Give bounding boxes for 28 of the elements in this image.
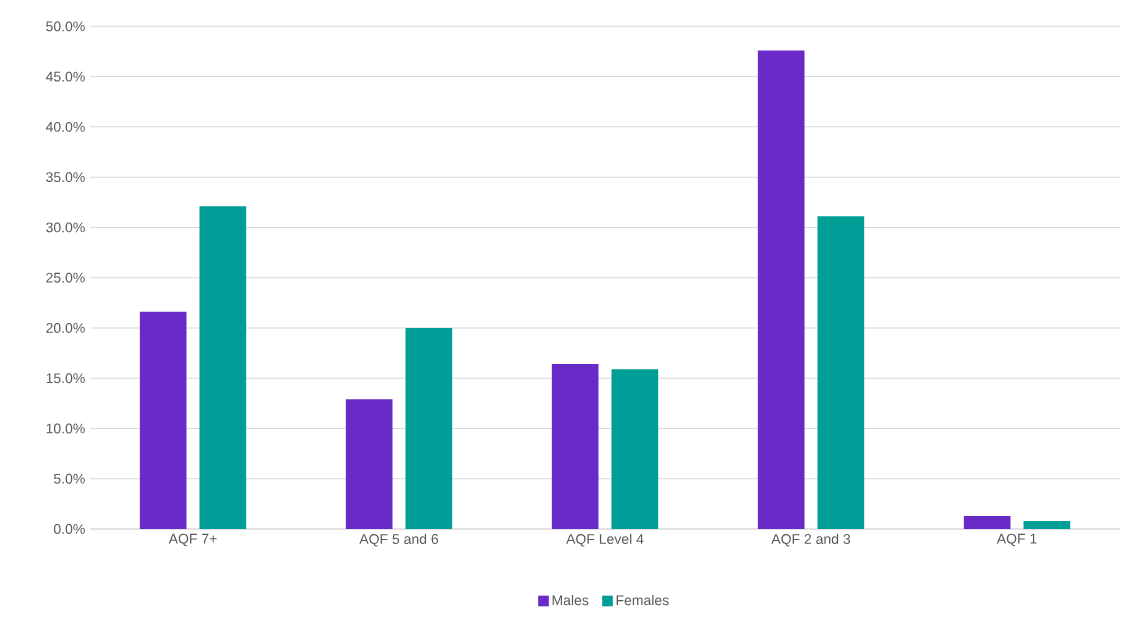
y-tick-label: 35.0% xyxy=(46,172,85,183)
bar xyxy=(757,50,805,529)
y-tick-label: 40.0% xyxy=(45,121,85,132)
legend-label: Females xyxy=(616,594,669,606)
x-tick-label: AQF 7+ xyxy=(168,533,217,547)
y-tick-label: 10.0% xyxy=(46,423,85,434)
x-tick-label: AQF 1 xyxy=(996,533,1037,547)
bar xyxy=(551,364,599,529)
y-tick-label: 5.0% xyxy=(53,473,85,484)
y-tick-label: 25.0% xyxy=(46,272,85,283)
y-tick-label: 15.0% xyxy=(46,373,85,384)
legend-label: Males xyxy=(552,594,589,606)
x-tick-label: AQF Level 4 xyxy=(566,533,644,547)
y-tick-label: 45.0% xyxy=(45,71,85,82)
bar xyxy=(963,515,1011,529)
bar xyxy=(345,399,393,529)
bar xyxy=(199,206,247,529)
bar xyxy=(405,327,453,529)
x-tick-label: AQF 2 and 3 xyxy=(771,533,851,547)
bar xyxy=(139,311,187,529)
y-tick-label: 20.0% xyxy=(46,322,85,333)
y-tick-label: 30.0% xyxy=(46,222,85,233)
bar xyxy=(611,369,659,529)
bar xyxy=(817,216,865,529)
bar xyxy=(1023,520,1071,529)
x-tick-label: AQF 5 and 6 xyxy=(359,533,439,547)
y-tick-label: 50.0% xyxy=(46,21,85,32)
y-tick-label: 0.0% xyxy=(53,524,85,534)
